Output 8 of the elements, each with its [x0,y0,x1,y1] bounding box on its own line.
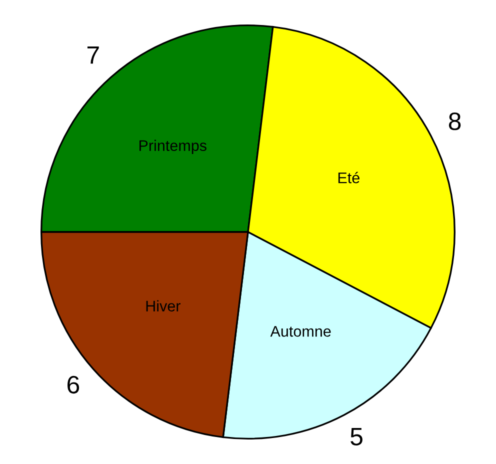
slice-label: Automne [270,326,331,337]
slice-label: Hiver [146,300,180,312]
data-label: 6 [68,376,80,394]
slice-label: Printemps [139,140,206,154]
data-label: 5 [350,428,362,446]
slice-label: Eté [338,172,360,184]
data-label: 7 [87,46,99,64]
data-label: 8 [448,112,461,130]
